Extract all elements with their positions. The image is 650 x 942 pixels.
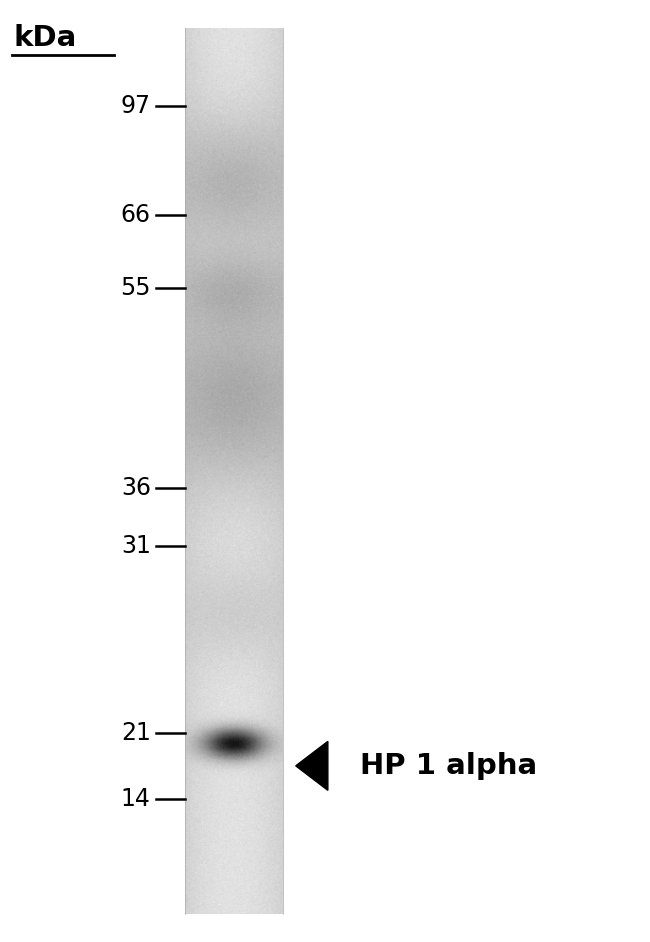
Text: HP 1 alpha: HP 1 alpha [360,752,538,780]
Text: 55: 55 [120,276,151,300]
Text: 66: 66 [121,203,151,227]
Text: 14: 14 [121,787,151,811]
Text: 36: 36 [121,476,151,500]
Text: kDa: kDa [13,24,76,52]
Text: 21: 21 [121,721,151,745]
Text: 31: 31 [121,534,151,559]
Text: 97: 97 [121,93,151,118]
Polygon shape [296,741,328,790]
